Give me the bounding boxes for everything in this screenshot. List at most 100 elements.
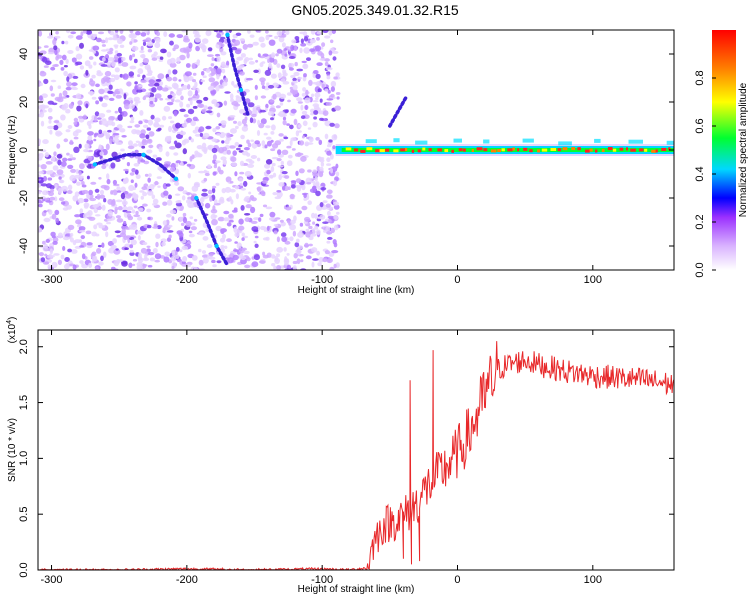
ridge-peak <box>512 147 515 151</box>
noise-blob <box>326 75 331 80</box>
ridge-wiggle <box>453 138 462 143</box>
noise-blob <box>175 202 183 207</box>
noise-blob <box>217 216 225 222</box>
noise-blob <box>41 93 48 98</box>
noise-blob <box>83 149 90 153</box>
noise-blob <box>264 107 268 111</box>
noise-blob <box>259 109 267 113</box>
noise-blob <box>234 141 240 147</box>
x-tick-label: 100 <box>584 274 602 286</box>
noise-blob <box>247 102 255 108</box>
noise-blob <box>317 156 322 162</box>
noise-blob <box>154 253 162 260</box>
noise-blob <box>202 236 209 241</box>
noise-blob <box>241 237 245 242</box>
noise-blob <box>112 238 117 244</box>
noise-blob <box>72 195 78 202</box>
noise-blob <box>219 237 226 243</box>
noise-blob <box>261 85 266 89</box>
noise-blob <box>114 30 119 33</box>
noise-blob <box>159 124 165 128</box>
noise-blob <box>153 51 158 56</box>
noise-blob <box>212 205 216 212</box>
noise-blob <box>270 254 276 259</box>
noise-blob <box>71 82 78 87</box>
noise-blob <box>305 89 309 96</box>
noise-blob <box>81 189 89 194</box>
ridge-wiggle <box>594 138 601 143</box>
noise-blob <box>152 226 159 229</box>
noise-blob <box>38 56 41 59</box>
noise-blob <box>223 217 230 222</box>
noise-blob <box>309 48 316 52</box>
y-tick-label: -40 <box>18 238 30 254</box>
noise-blob <box>48 119 52 124</box>
noise-blob <box>284 53 288 57</box>
noise-blob <box>324 133 329 140</box>
noise-blob <box>95 266 100 270</box>
noise-blob <box>42 240 46 245</box>
noise-blob <box>131 46 139 51</box>
noise-blob <box>148 131 155 137</box>
noise-blob <box>283 247 287 252</box>
ridge-peak <box>476 147 483 151</box>
noise-blob <box>123 103 131 110</box>
noise-blob <box>198 170 205 174</box>
noise-blob <box>121 111 128 117</box>
noise-blob <box>87 131 94 136</box>
noise-blob <box>129 30 134 34</box>
noise-blob <box>276 30 283 36</box>
noise-blob <box>247 163 255 168</box>
noise-blob <box>228 145 236 149</box>
noise-blob <box>241 232 245 237</box>
noise-blob <box>133 195 138 201</box>
noise-blob <box>220 36 226 40</box>
noise-blob <box>105 143 110 150</box>
noise-blob <box>320 161 325 167</box>
noise-blob <box>54 49 58 55</box>
noise-blob <box>115 215 122 219</box>
ridge-wiggle <box>483 139 490 144</box>
noise-blob <box>76 181 81 186</box>
noise-blob <box>316 166 320 171</box>
noise-blob <box>205 30 212 37</box>
noise-blob <box>214 234 218 239</box>
noise-blob <box>63 65 68 68</box>
noise-blob <box>107 210 114 217</box>
noise-blob <box>322 257 328 263</box>
noise-blob <box>92 204 99 208</box>
noise-blob <box>67 50 74 54</box>
noise-blob <box>52 165 59 171</box>
noise-blob <box>333 76 338 80</box>
noise-blob <box>294 45 298 52</box>
noise-blob <box>166 237 172 242</box>
noise-blob <box>119 30 124 34</box>
noise-blob <box>135 140 140 143</box>
noise-blob <box>297 245 304 250</box>
noise-blob <box>127 145 135 150</box>
snr-x-label: Height of straight line (km) <box>298 584 415 595</box>
noise-blob <box>298 130 302 133</box>
noise-blob <box>91 231 97 237</box>
y-tick-label: 0 <box>18 147 30 153</box>
noise-blob <box>56 97 64 103</box>
noise-blob <box>328 219 332 223</box>
noise-blob <box>148 144 154 149</box>
noise-blob <box>129 33 137 39</box>
noise-blob <box>66 152 70 156</box>
noise-blob <box>75 46 80 52</box>
noise-blob <box>319 98 323 103</box>
noise-blob <box>134 149 139 154</box>
noise-blob <box>128 103 135 110</box>
noise-blob <box>271 124 276 131</box>
noise-blob <box>292 84 298 91</box>
noise-blob <box>311 261 315 268</box>
noise-blob <box>85 69 89 76</box>
noise-blob <box>336 96 340 100</box>
noise-blob <box>325 101 332 106</box>
snr-y-label: SNR (10 * v/v) <box>7 418 18 482</box>
noise-blob <box>322 221 329 224</box>
noise-blob <box>126 81 132 87</box>
noise-blob <box>58 197 65 202</box>
noise-blob <box>328 50 333 56</box>
